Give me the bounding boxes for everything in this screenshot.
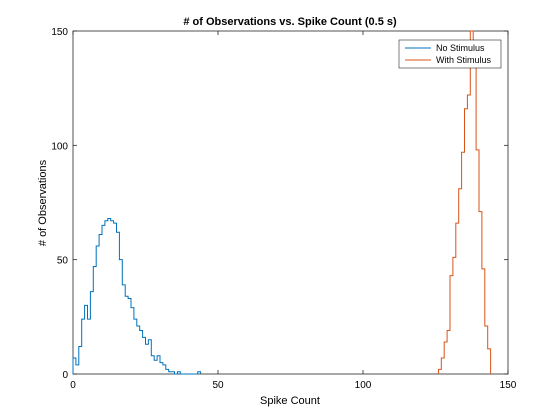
y-axis-label: # of Observations (37, 159, 49, 246)
series-no-stimulus (72, 218, 202, 375)
x-tick-label: 150 (500, 380, 517, 391)
x-tick-label: 100 (355, 380, 372, 391)
y-tick-label: 150 (51, 27, 68, 38)
legend-box (398, 39, 502, 69)
y-tick-label: 100 (51, 141, 68, 152)
legend-label-no-stimulus: No Stimulus (436, 43, 485, 53)
y-tick-label: 0 (62, 370, 68, 381)
legend-label-with-stimulus: With Stimulus (436, 55, 492, 65)
y-tick-label: 50 (57, 256, 69, 267)
x-axis-label: Spike Count (260, 395, 320, 407)
x-tick-label: 0 (70, 380, 76, 391)
plot-area: 0 50 100 150 0 50 100 150 (51, 27, 516, 391)
series-with-stimulus (437, 30, 492, 374)
legend: No Stimulus With Stimulus (398, 39, 502, 69)
chart-title: # of Observations vs. Spike Count (0.5 s… (183, 16, 397, 28)
axes-frame (72, 30, 509, 375)
x-tick-label: 50 (212, 380, 224, 391)
